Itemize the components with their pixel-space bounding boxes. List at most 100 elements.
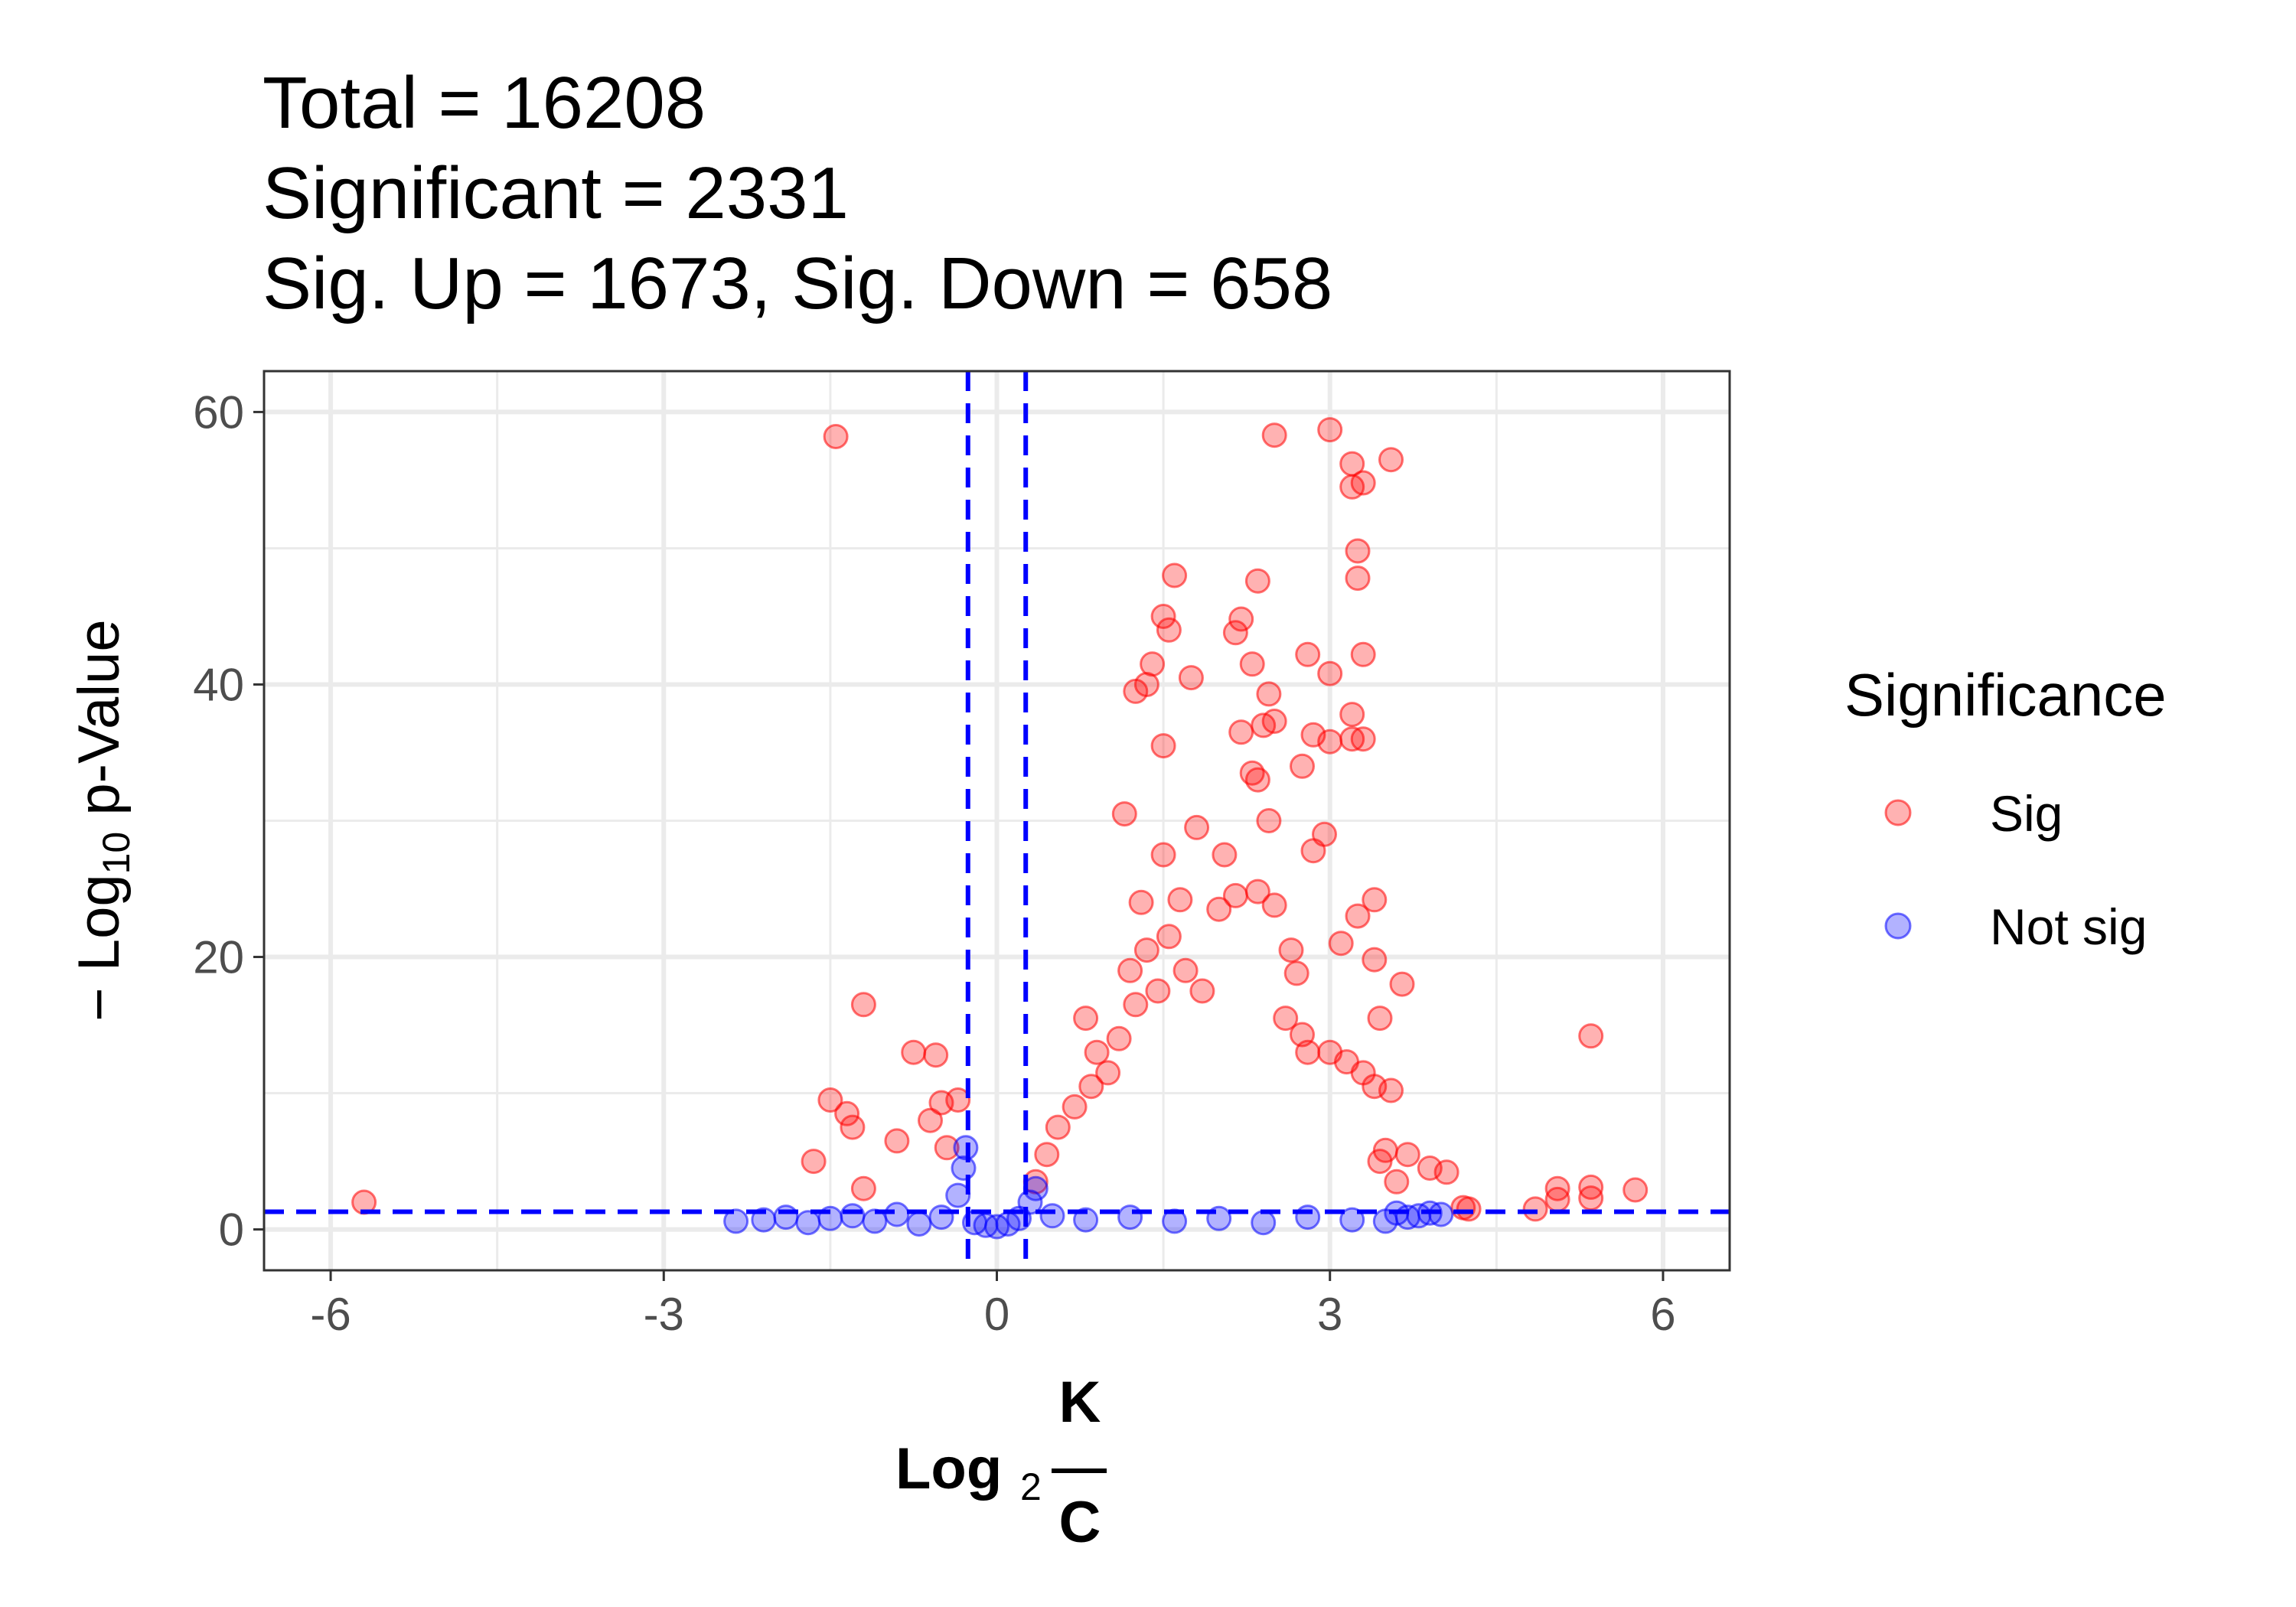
title-line-2: Significant = 2331: [263, 152, 849, 234]
sig-point: [1273, 1006, 1299, 1032]
sig-point: [945, 1087, 971, 1113]
sig-point: [1140, 651, 1166, 677]
sig-point: [1078, 1074, 1104, 1100]
sig-point: [1150, 604, 1176, 629]
sig-point: [918, 1107, 943, 1133]
sig-point: [1522, 1196, 1548, 1222]
sig-point: [1283, 960, 1309, 986]
sig-point: [1378, 447, 1404, 473]
sig-point: [1244, 568, 1270, 594]
sig-point: [1062, 1094, 1088, 1120]
sig-point: [1150, 842, 1176, 868]
legend-key-not-sig: [1884, 912, 1912, 940]
sig-point: [1362, 887, 1388, 913]
sig-point: [1117, 957, 1143, 983]
sig-point: [834, 1100, 860, 1126]
y-tick-label: 60: [193, 386, 244, 438]
sig-point: [1278, 937, 1304, 963]
sig-point: [1317, 729, 1343, 755]
sig-point: [1350, 726, 1376, 752]
sig-point: [1034, 1142, 1060, 1168]
sig-point: [1244, 878, 1270, 905]
sig-point: [1417, 1156, 1443, 1181]
sig-point: [801, 1149, 827, 1175]
sig-point: [817, 1087, 843, 1113]
sig-point: [1156, 617, 1182, 643]
sig-points: [351, 417, 1649, 1222]
sig-point: [1172, 957, 1199, 983]
not-sig-point: [1039, 1203, 1065, 1229]
x-axis-subscript: 2: [1020, 1465, 1042, 1508]
sig-point: [1045, 1114, 1071, 1140]
sig-point: [884, 1128, 910, 1154]
sig-point: [1184, 814, 1210, 840]
not-sig-point: [1295, 1204, 1321, 1231]
sig-point: [1367, 1149, 1393, 1175]
title-line-1: Total = 16208: [263, 62, 706, 144]
x-tick-label: 3: [1317, 1289, 1342, 1340]
sig-point: [1189, 978, 1215, 1004]
sig-point: [1350, 641, 1376, 667]
sig-point: [1084, 1039, 1110, 1065]
sig-point: [1345, 903, 1371, 929]
sig-point: [1300, 838, 1326, 864]
sig-point: [1256, 681, 1282, 707]
sig-point: [1206, 896, 1232, 922]
grid: [264, 371, 1730, 1270]
legend-key-sig: [1884, 799, 1912, 826]
not-sig-point: [945, 1182, 971, 1208]
sig-point: [1290, 753, 1315, 779]
sig-point: [1111, 801, 1137, 827]
sig-point: [1133, 937, 1159, 963]
sig-point: [1228, 719, 1254, 745]
sig-point: [1544, 1186, 1570, 1212]
sig-point: [1156, 924, 1182, 950]
sig-point: [1212, 842, 1238, 868]
not-sig-point: [723, 1208, 749, 1234]
x-tick-label: -6: [310, 1289, 351, 1340]
x-tick-label: 0: [984, 1289, 1009, 1340]
x-tick-label: 6: [1650, 1289, 1675, 1340]
sig-point: [850, 1175, 876, 1201]
sig-point: [1345, 566, 1371, 592]
sig-point: [1317, 660, 1343, 686]
sig-point: [1106, 1025, 1132, 1051]
sig-point: [1317, 1039, 1343, 1065]
not-sig-point: [862, 1208, 888, 1234]
threshold-lines: [264, 371, 1730, 1270]
y-tick-label: 0: [219, 1204, 244, 1256]
not-sig-point: [906, 1211, 932, 1237]
sig-point: [1339, 702, 1365, 728]
x-axis-denominator: C: [1059, 1490, 1101, 1555]
y-axis-suffix: p-Value: [67, 619, 132, 831]
sig-point: [1328, 931, 1354, 957]
sig-point: [1384, 1169, 1410, 1195]
legend-label-not-sig: Not sig: [1990, 898, 2147, 955]
x-axis-title: Log 2 K C: [895, 1370, 1107, 1555]
x-axis-prefix: Log: [895, 1436, 1002, 1501]
not-sig-point: [773, 1204, 799, 1231]
sig-point: [1261, 422, 1287, 448]
not-sig-point: [1073, 1207, 1099, 1233]
sig-point: [1578, 1185, 1604, 1211]
not-sig-point: [1251, 1210, 1277, 1236]
sig-point: [1228, 606, 1254, 632]
sig-point: [1073, 1006, 1099, 1032]
y-tick-label: 40: [193, 659, 244, 710]
not-sig-point: [928, 1204, 954, 1231]
not-sig-point: [795, 1210, 821, 1236]
sig-point: [1345, 538, 1371, 564]
sig-point: [1295, 1039, 1321, 1065]
not-sig-point: [1117, 1204, 1143, 1231]
legend-label-sig: Sig: [1990, 785, 2063, 842]
not-sig-point: [840, 1203, 866, 1229]
sig-point: [1367, 1006, 1393, 1032]
sig-point: [1317, 417, 1343, 443]
sig-point: [1222, 882, 1248, 908]
y-axis-subscript: 10: [95, 832, 138, 875]
sig-point: [1123, 678, 1149, 704]
sig-point: [823, 424, 849, 449]
y-axis-title: − Log10 p-Value: [67, 619, 138, 1021]
